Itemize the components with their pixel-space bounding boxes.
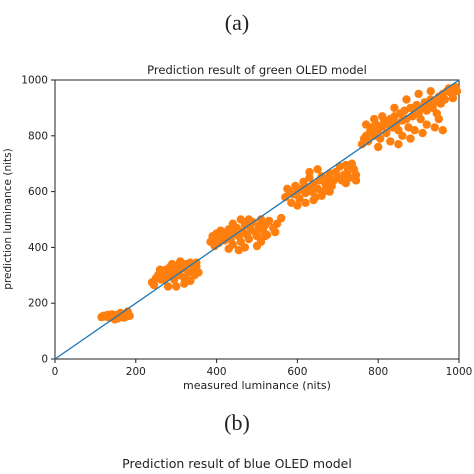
data-point: [305, 167, 314, 177]
data-point: [317, 191, 326, 200]
data-point: [159, 275, 169, 284]
chart-title: Prediction result of green OLED model: [147, 63, 367, 77]
data-point: [309, 195, 318, 205]
data-point: [448, 93, 458, 103]
data-point: [186, 276, 195, 286]
data-point: [271, 227, 280, 237]
data-point: [216, 226, 225, 235]
panel-label-a: (a): [224, 10, 250, 35]
data-point: [283, 184, 292, 193]
x-tick-label: 600: [287, 366, 307, 378]
data-point: [234, 246, 243, 255]
y-tick-label: 200: [28, 298, 48, 310]
data-point: [149, 280, 159, 290]
data-point: [378, 112, 387, 121]
data-point: [277, 213, 286, 223]
data-point: [440, 95, 450, 104]
data-point: [228, 219, 237, 228]
data-point: [452, 87, 462, 96]
data-point: [172, 282, 181, 291]
data-point: [244, 234, 254, 244]
data-point: [426, 87, 435, 96]
y-axis-label: prediction luminance (nits): [2, 148, 14, 289]
x-tick-label: 1000: [446, 366, 473, 378]
plot-area: 0 200 400 600 800 1000 0 200 400 600 800 1000: [21, 75, 472, 379]
y-tick-label: 0: [41, 354, 48, 366]
data-point: [410, 126, 419, 135]
data-point: [438, 126, 447, 135]
data-point: [236, 215, 245, 224]
data-point: [121, 312, 131, 321]
data-point: [430, 123, 439, 132]
data-point: [422, 120, 431, 129]
y-axis-ticks: 0 200 400 600 800 1000: [21, 75, 55, 366]
x-axis-ticks: 0 200 400 600 800 1000: [52, 359, 473, 378]
data-point: [414, 89, 423, 99]
data-point: [394, 140, 403, 149]
x-tick-label: 400: [207, 366, 227, 378]
y-tick-label: 800: [28, 130, 48, 142]
data-point: [155, 265, 165, 274]
data-point: [390, 103, 399, 113]
x-tick-label: 200: [126, 366, 146, 378]
data-point: [194, 268, 203, 277]
plot-frame: [54, 79, 460, 360]
data-point: [434, 114, 443, 124]
data-point: [402, 95, 411, 104]
data-point: [418, 128, 427, 138]
data-point: [370, 114, 379, 124]
data-point: [264, 216, 274, 226]
data-point: [260, 232, 270, 241]
data-point: [325, 187, 334, 196]
data-point: [406, 134, 415, 143]
data-point: [351, 176, 361, 185]
data-point: [416, 114, 425, 124]
data-point: [374, 142, 383, 152]
x-axis-label: measured luminance (nits): [183, 379, 331, 392]
data-point: [301, 198, 310, 207]
data-point: [295, 194, 304, 203]
y-tick-label: 1000: [21, 75, 48, 87]
y-tick-label: 400: [28, 242, 48, 254]
data-point: [244, 215, 254, 224]
reference-line: [54, 79, 460, 360]
data-point: [341, 179, 351, 188]
data-point: [293, 201, 302, 210]
data-points: [97, 82, 462, 324]
x-tick-label: 800: [368, 366, 388, 378]
next-chart-title: Prediction result of blue OLED model: [122, 456, 352, 471]
data-point: [110, 315, 120, 324]
data-point: [386, 137, 395, 146]
data-point: [168, 259, 177, 269]
data-point: [398, 131, 407, 140]
x-tick-label: 0: [52, 366, 59, 378]
y-tick-label: 600: [28, 186, 48, 198]
panel-label-b: (b): [224, 410, 250, 435]
data-point: [176, 257, 185, 266]
data-point: [361, 120, 371, 129]
data-point: [313, 165, 322, 174]
data-point: [99, 311, 108, 320]
data-point: [224, 244, 233, 253]
data-point: [163, 282, 173, 291]
